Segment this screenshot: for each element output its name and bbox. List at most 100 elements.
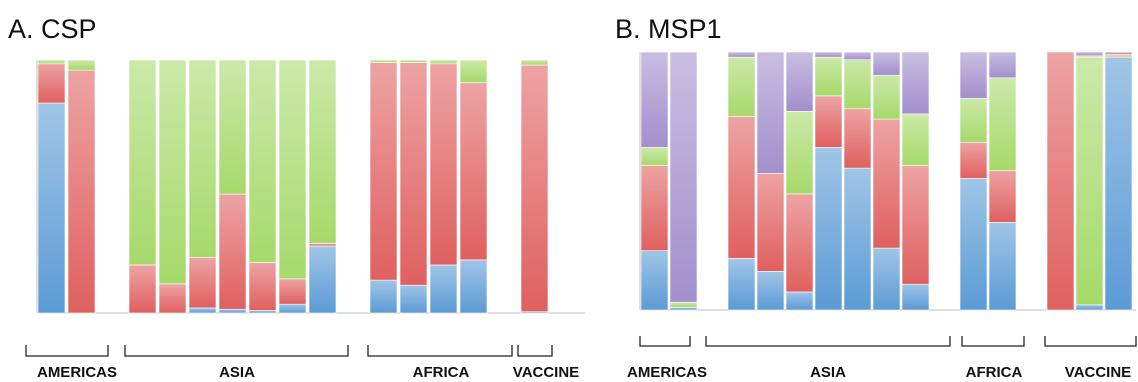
panel-a-bar-5-red-segment (188, 257, 217, 309)
panel-b-bar-3-red-segment (727, 116, 756, 259)
panel-b-bar-10-green-segment (959, 98, 988, 143)
panel-b-bar-1-green-segment (640, 147, 669, 166)
panel-a-bar-11-green-segment (399, 59, 428, 63)
panel-b-bar-13-purple-segment (1075, 51, 1104, 57)
panel-b-bracket-africa (961, 336, 1025, 347)
panel-b-bar-14-blue-segment (1104, 56, 1133, 311)
panel-b-bracket-americas (639, 336, 691, 347)
panel-a-bar-10-blue-segment (369, 279, 398, 314)
panel-a-bar-1-red-segment (37, 63, 66, 104)
panel-a-bar-9-red-segment (308, 243, 337, 247)
panel-b-bar-7-green-segment (843, 59, 872, 110)
panel-a-bar-5-green-segment (188, 59, 217, 258)
panel-b-bar-3-green-segment (727, 56, 756, 117)
panel-b-bar-2-purple-segment (669, 51, 698, 303)
panel-b-bar-11-red-segment (988, 170, 1017, 223)
panel-a-bar-8-blue-segment (278, 303, 307, 314)
panel-b-bar-7-purple-segment (843, 51, 872, 61)
panel-b-bar-4-red-segment (756, 172, 785, 272)
panel-a-bracket-africa (367, 345, 513, 357)
panel-b-bar-1-purple-segment (640, 51, 669, 148)
panel-a-bar-12-red-segment (429, 63, 458, 266)
panel-b-bar-10-red-segment (959, 142, 988, 179)
panel-b-bar-8-red-segment (872, 118, 901, 249)
panel-b-bar-7-red-segment (843, 108, 872, 169)
panel-b-bar-13-blue-segment (1075, 304, 1104, 311)
panel-b-bar-4-purple-segment (756, 51, 785, 174)
panel-a-bar-7-red-segment (248, 262, 277, 311)
panel-a-bar-2-red-segment (67, 69, 96, 314)
panel-a-bracket-americas (25, 345, 109, 357)
panel-b-bar-11-green-segment (988, 77, 1017, 171)
panel-b-bracket-vaccine (1044, 336, 1137, 347)
panel-a-bar-6-green-segment (218, 59, 247, 195)
panel-a-bracket-asia (124, 345, 349, 357)
panel-a-group-label-americas: AMERICAS (37, 364, 117, 381)
panel-b-bar-10-purple-segment (959, 51, 988, 99)
panel-csp: A. CSP AMERICAS ASIA AFRICA VACCINE (8, 14, 585, 381)
panel-b-bar-8-purple-segment (872, 51, 901, 76)
panel-b-bars (640, 51, 1133, 311)
panel-a-bracket-vaccine (517, 345, 553, 357)
panel-b-group-label-vaccine: VACCINE (1065, 364, 1131, 381)
panel-b-bar-9-red-segment (901, 165, 930, 285)
panel-a-bar-2-green-segment (67, 59, 96, 71)
panel-b-group-label-africa: AFRICA (966, 364, 1023, 381)
panel-b-bar-14-orange-segment (1104, 54, 1133, 58)
panel-msp1: B. MSP1 AMERICAS ASIA AFRICA VACCINE (615, 14, 1137, 381)
panel-a-title: A. CSP (8, 14, 97, 44)
panel-b-group-label-americas: AMERICAS (627, 364, 707, 381)
panel-a-bar-13-green-segment (459, 59, 488, 84)
panel-a-bar-14-red-segment (520, 64, 549, 313)
panel-a-bar-5-blue-segment (188, 307, 217, 314)
panel-b-bar-5-green-segment (785, 111, 814, 195)
panel-a-bar-12-blue-segment (429, 264, 458, 314)
panel-b-bar-3-blue-segment (727, 258, 756, 311)
panel-a-bar-4-red-segment (158, 283, 187, 314)
panel-b-bar-7-blue-segment (843, 167, 872, 311)
panel-b-bar-6-blue-segment (814, 147, 843, 311)
panel-b-bar-6-purple-segment (814, 51, 843, 58)
panel-a-bar-4-green-segment (158, 59, 187, 285)
panel-b-bar-2-blue-segment (669, 307, 698, 311)
panel-a-bar-11-red-segment (399, 62, 428, 286)
panel-b-bar-9-green-segment (901, 113, 930, 166)
panel-a-bar-12-green-segment (429, 59, 458, 65)
panel-a-bar-8-red-segment (278, 278, 307, 305)
panel-b-group-labels: AMERICAS ASIA AFRICA VACCINE (627, 364, 1131, 381)
panel-b-title: B. MSP1 (615, 14, 722, 44)
panel-a-bars (37, 59, 549, 314)
panel-b-bar-10-blue-segment (959, 178, 988, 311)
panel-b-bar-5-purple-segment (785, 51, 814, 112)
panel-a-bar-9-blue-segment (308, 245, 337, 314)
panel-a-bar-14-green-segment (520, 59, 549, 66)
panel-a-bar-1-green-segment (37, 59, 66, 65)
panel-a-group-labels: AMERICAS ASIA AFRICA VACCINE (37, 364, 579, 381)
panel-a-bar-7-blue-segment (248, 310, 277, 314)
panel-b-bar-6-green-segment (814, 56, 843, 97)
panel-a-bar-6-red-segment (218, 193, 247, 310)
panel-b-group-brackets (639, 336, 1137, 347)
panel-b-bar-8-blue-segment (872, 247, 901, 311)
panel-b-bar-12-red-segment (1046, 51, 1075, 311)
panel-a-bar-6-blue-segment (218, 308, 247, 314)
panel-b-bar-13-green-segment (1075, 56, 1104, 306)
panel-b-bar-6-red-segment (814, 95, 843, 148)
panel-b-bar-5-blue-segment (785, 291, 814, 311)
panel-b-bar-14-purple-segment (1104, 51, 1133, 55)
panel-a-group-label-africa: AFRICA (413, 364, 470, 381)
panel-a-bar-13-red-segment (459, 82, 488, 261)
panel-b-bar-2-green-segment (669, 301, 698, 308)
panel-a-group-label-asia: ASIA (219, 364, 255, 381)
panel-a-bar-9-green-segment (308, 59, 337, 244)
panel-a-bar-13-blue-segment (459, 259, 488, 314)
panel-a-bar-7-green-segment (248, 59, 277, 263)
panel-b-bar-1-red-segment (640, 165, 669, 251)
panel-a-bar-3-red-segment (128, 264, 157, 314)
panel-b-bar-4-blue-segment (756, 270, 785, 311)
panel-b-bar-9-purple-segment (901, 51, 930, 115)
panel-b-bar-5-red-segment (785, 193, 814, 293)
panel-a-bar-1-blue-segment (37, 102, 66, 314)
panel-b-bar-11-purple-segment (988, 51, 1017, 79)
